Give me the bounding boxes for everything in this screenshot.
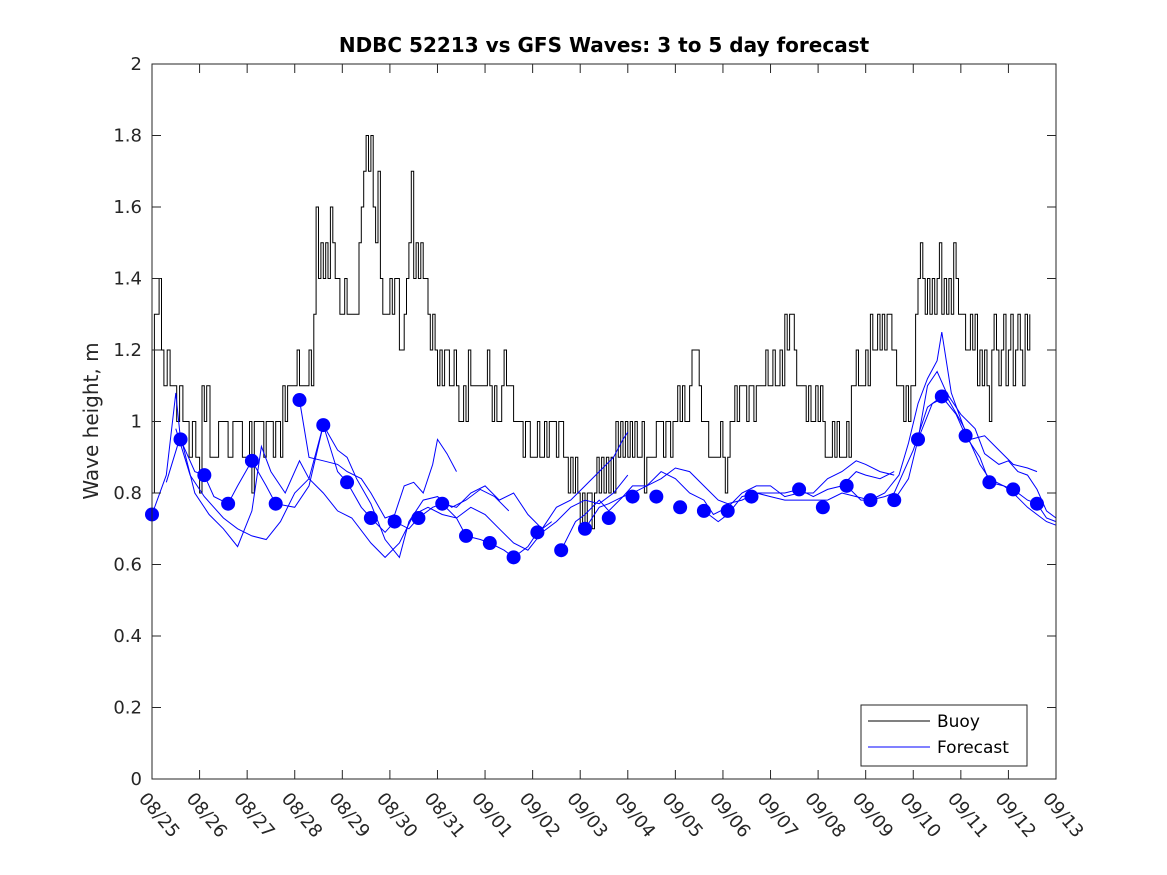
forecast-point (577, 521, 592, 536)
y-tick-label: 1.2 (113, 340, 142, 361)
forecast-point (887, 493, 902, 508)
y-tick-label: 1 (131, 412, 142, 433)
y-tick-label: 0.6 (113, 555, 142, 576)
x-tick-label: 09/02 (515, 789, 564, 842)
forecast-point (863, 493, 878, 508)
x-tick-label: 09/07 (753, 789, 802, 842)
forecast-line (846, 332, 1057, 526)
y-tick-label: 0.4 (113, 626, 142, 647)
x-tick-label: 09/12 (991, 789, 1040, 842)
buoy-line (152, 135, 1031, 530)
forecast-point (292, 393, 307, 408)
forecast-point (173, 432, 188, 447)
forecast-point (792, 482, 807, 497)
x-tick-label: 09/04 (610, 789, 659, 842)
chart-title: NDBC 52213 vs GFS Waves: 3 to 5 day fore… (339, 33, 870, 57)
forecast-point (1006, 482, 1021, 497)
forecast-point (221, 496, 236, 511)
forecast-point (982, 475, 997, 490)
forecast-point (316, 418, 331, 433)
forecast-point (387, 514, 402, 529)
y-tick-label: 2 (131, 54, 142, 75)
forecast-point (340, 475, 355, 490)
forecast-point (839, 478, 854, 493)
x-tick-label: 09/11 (943, 789, 992, 842)
x-tick-label: 08/29 (324, 789, 373, 842)
forecast-point (934, 389, 949, 404)
x-tick-label: 08/26 (182, 789, 231, 842)
forecast-point (673, 500, 688, 515)
x-tick-label: 09/03 (562, 789, 611, 842)
forecast-point (268, 496, 283, 511)
forecast-point (530, 525, 545, 540)
forecast-point (482, 536, 497, 551)
y-tick-label: 1.4 (113, 269, 142, 290)
forecast-line (560, 467, 895, 551)
forecast-point (744, 489, 759, 504)
forecast-point (506, 550, 521, 565)
x-tick-label: 08/30 (372, 789, 421, 842)
y-tick-label: 0.8 (113, 483, 142, 504)
x-tick-label: 09/10 (895, 789, 944, 842)
y-tick-label: 1.6 (113, 197, 142, 218)
forecast-point (435, 496, 450, 511)
forecast-point (363, 511, 378, 526)
y-tick-label: 0.2 (113, 698, 142, 719)
legend-box (860, 704, 1028, 767)
legend: Buoy Forecast (860, 704, 1028, 767)
x-tick-label: 09/09 (848, 789, 897, 842)
forecast-point (554, 543, 569, 558)
x-tick-label: 08/28 (277, 789, 326, 842)
series-layer (145, 135, 1057, 565)
legend-label-forecast: Forecast (937, 738, 1009, 758)
y-tick-label: 1.8 (113, 126, 142, 147)
y-axis-label: Wave height, m (79, 342, 103, 499)
forecast-point (649, 489, 664, 504)
forecast-point (696, 503, 711, 518)
forecast-point (459, 528, 474, 543)
forecast-point (411, 511, 426, 526)
forecast-point (197, 468, 212, 483)
x-tick-label: 09/06 (705, 789, 754, 842)
x-tick-label: 09/08 (800, 789, 849, 842)
forecast-point (815, 500, 830, 515)
x-tick-label: 08/27 (229, 789, 278, 842)
x-tick-label: 09/01 (467, 789, 516, 842)
legend-label-buoy: Buoy (937, 712, 980, 732)
x-tick-label: 09/05 (658, 789, 707, 842)
forecast-line (442, 431, 629, 530)
forecast-point (958, 428, 973, 443)
forecast-point (720, 503, 735, 518)
y-tick-label: 0 (131, 769, 142, 790)
x-tick-label: 08/31 (420, 789, 469, 842)
forecast-point (1029, 496, 1044, 511)
forecast-point (244, 453, 259, 468)
forecast-point (911, 432, 926, 447)
forecast-line (299, 399, 457, 519)
forecast-point (601, 511, 616, 526)
x-tick-label: 08/25 (134, 789, 183, 842)
forecast-point (625, 489, 640, 504)
forecast-line (893, 370, 1057, 519)
x-tick-label: 09/13 (1038, 789, 1087, 842)
forecast-line (165, 423, 510, 559)
